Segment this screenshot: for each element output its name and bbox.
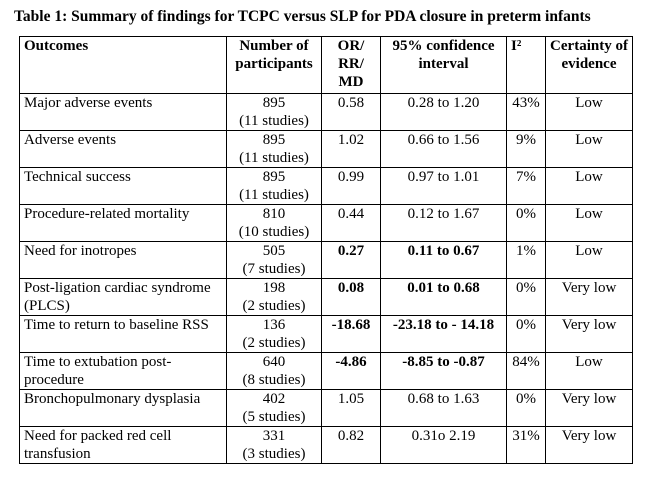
- cell-ci: -23.18 to - 14.18: [380, 315, 507, 353]
- table-row: Technical success 895 (11 studies) 0.99 0…: [19, 167, 633, 205]
- participant-count: 895: [262, 169, 286, 185]
- table-row: Time to extubation post-procedure 640 (8 …: [19, 352, 633, 390]
- study-count: (2 studies): [242, 335, 306, 351]
- cell-i2: 0%: [506, 278, 546, 316]
- cell-effect: 0.58: [321, 93, 381, 131]
- cell-outcome: Time to extubation post-procedure: [19, 352, 227, 390]
- cell-effect: -18.68: [321, 315, 381, 353]
- cell-i2: 1%: [506, 241, 546, 279]
- header-effect: OR/ RR/ MD: [321, 36, 381, 94]
- study-count: (7 studies): [242, 261, 306, 277]
- cell-participants: 640 (8 studies): [226, 352, 322, 390]
- table-row: Time to return to baseline RSS 136 (2 stu…: [19, 315, 633, 353]
- cell-ci: -8.85 to -0.87: [380, 352, 507, 390]
- table-row: Procedure-related mortality 810 (10 studi…: [19, 204, 633, 242]
- table-row: Post-ligation cardiac syndrome (PLCS) 19…: [19, 278, 633, 316]
- cell-outcome: Need for packed red cell transfusion: [19, 426, 227, 464]
- participant-count: 810: [262, 206, 286, 222]
- cell-effect: 0.99: [321, 167, 381, 205]
- table-row: Need for packed red cell transfusion 331…: [19, 426, 633, 464]
- cell-effect: -4.86: [321, 352, 381, 390]
- table-row: Adverse events 895 (11 studies) 1.02 0.66…: [19, 130, 633, 168]
- cell-participants: 895 (11 studies): [226, 130, 322, 168]
- cell-certainty: Very low: [545, 315, 633, 353]
- study-count: (10 studies): [238, 224, 310, 240]
- cell-effect: 0.27: [321, 241, 381, 279]
- cell-effect: 1.05: [321, 389, 381, 427]
- cell-ci: 0.01 to 0.68: [380, 278, 507, 316]
- cell-effect: 0.44: [321, 204, 381, 242]
- summary-of-findings-table: Outcomes Number of participants OR/ RR/ …: [19, 36, 633, 464]
- cell-certainty: Very low: [545, 389, 633, 427]
- cell-outcome: Adverse events: [19, 130, 227, 168]
- cell-i2: 43%: [506, 93, 546, 131]
- cell-ci: 0.68 to 1.63: [380, 389, 507, 427]
- study-count: (11 studies): [239, 187, 309, 203]
- participant-count: 136: [262, 317, 286, 333]
- cell-ci: 0.28 to 1.20: [380, 93, 507, 131]
- study-count: (5 studies): [242, 409, 306, 425]
- cell-i2: 0%: [506, 389, 546, 427]
- header-participants: Number of participants: [226, 36, 322, 94]
- study-count: (11 studies): [239, 150, 309, 166]
- study-count: (2 studies): [242, 298, 306, 314]
- participant-count: 505: [262, 243, 286, 259]
- participant-count: 895: [262, 132, 286, 148]
- header-ci: 95% confidence interval: [380, 36, 507, 94]
- cell-outcome: Procedure-related mortality: [19, 204, 227, 242]
- cell-i2: 31%: [506, 426, 546, 464]
- cell-certainty: Low: [545, 93, 633, 131]
- table-row: Bronchopulmonary dysplasia 402 (5 studies…: [19, 389, 633, 427]
- cell-ci: 0.11 to 0.67: [380, 241, 507, 279]
- cell-i2: 9%: [506, 130, 546, 168]
- cell-i2: 0%: [506, 315, 546, 353]
- cell-outcome: Post-ligation cardiac syndrome (PLCS): [19, 278, 227, 316]
- cell-outcome: Need for inotropes: [19, 241, 227, 279]
- header-certainty: Certainty of evidence: [545, 36, 633, 94]
- cell-effect: 0.08: [321, 278, 381, 316]
- header-outcomes: Outcomes: [19, 36, 227, 94]
- cell-effect: 0.82: [321, 426, 381, 464]
- cell-certainty: Low: [545, 352, 633, 390]
- cell-participants: 136 (2 studies): [226, 315, 322, 353]
- cell-participants: 895 (11 studies): [226, 167, 322, 205]
- table-row: Major adverse events 895 (11 studies) 0.5…: [19, 93, 633, 131]
- participant-count: 640: [262, 354, 286, 370]
- cell-effect: 1.02: [321, 130, 381, 168]
- table-caption: Table 1: Summary of findings for TCPC ve…: [14, 8, 591, 25]
- cell-participants: 810 (10 studies): [226, 204, 322, 242]
- cell-participants: 331 (3 studies): [226, 426, 322, 464]
- header-row: Outcomes Number of participants OR/ RR/ …: [19, 36, 633, 94]
- cell-participants: 895 (11 studies): [226, 93, 322, 131]
- study-count: (11 studies): [239, 113, 309, 129]
- participant-count: 331: [262, 428, 286, 444]
- cell-ci: 0.66 to 1.56: [380, 130, 507, 168]
- cell-certainty: Low: [545, 204, 633, 242]
- header-i2: I²: [506, 36, 546, 94]
- cell-participants: 505 (7 studies): [226, 241, 322, 279]
- cell-ci: 0.97 to 1.01: [380, 167, 507, 205]
- cell-outcome: Time to return to baseline RSS: [19, 315, 227, 353]
- cell-i2: 7%: [506, 167, 546, 205]
- study-count: (3 studies): [242, 446, 306, 462]
- participant-count: 402: [262, 391, 286, 407]
- cell-i2: 84%: [506, 352, 546, 390]
- cell-participants: 198 (2 studies): [226, 278, 322, 316]
- cell-certainty: Low: [545, 167, 633, 205]
- cell-outcome: Technical success: [19, 167, 227, 205]
- cell-i2: 0%: [506, 204, 546, 242]
- cell-participants: 402 (5 studies): [226, 389, 322, 427]
- cell-ci: 0.31o 2.19: [380, 426, 507, 464]
- cell-certainty: Very low: [545, 426, 633, 464]
- cell-certainty: Low: [545, 130, 633, 168]
- cell-certainty: Low: [545, 241, 633, 279]
- cell-certainty: Very low: [545, 278, 633, 316]
- cell-outcome: Major adverse events: [19, 93, 227, 131]
- table-row: Need for inotropes 505 (7 studies) 0.27 0…: [19, 241, 633, 279]
- participant-count: 198: [262, 280, 286, 296]
- study-count: (8 studies): [242, 372, 306, 388]
- cell-ci: 0.12 to 1.67: [380, 204, 507, 242]
- cell-outcome: Bronchopulmonary dysplasia: [19, 389, 227, 427]
- participant-count: 895: [262, 95, 286, 111]
